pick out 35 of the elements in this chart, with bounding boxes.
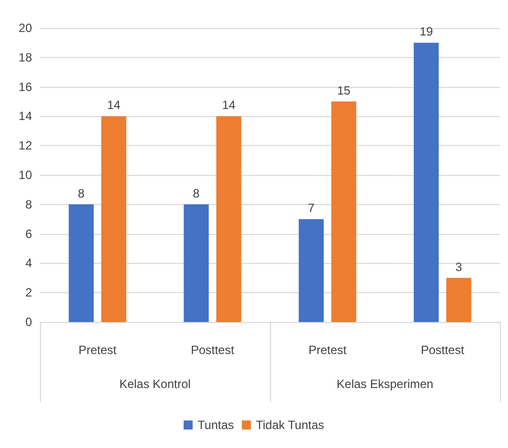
y-tick-label: 16 bbox=[18, 80, 32, 94]
bar bbox=[414, 42, 439, 322]
bar bbox=[101, 116, 126, 322]
data-label: 14 bbox=[222, 98, 236, 112]
bar bbox=[68, 204, 94, 322]
bar bbox=[331, 102, 356, 322]
y-tick-label: 8 bbox=[25, 197, 32, 212]
y-tick-label: 18 bbox=[18, 50, 32, 64]
y-tick-label: 10 bbox=[18, 168, 32, 182]
y-tick-label: 6 bbox=[25, 226, 32, 241]
x-tick-label: Posttest bbox=[190, 343, 235, 357]
data-label: 8 bbox=[192, 186, 200, 200]
text: Kelas Eksperimen bbox=[336, 377, 434, 391]
y-tick-label: 14 bbox=[18, 109, 32, 124]
y-tick-label: 12 bbox=[18, 138, 32, 153]
y-tick-label: 2 bbox=[25, 286, 32, 300]
legend-label: Tidak Tuntas bbox=[256, 418, 324, 432]
data-label: 14 bbox=[107, 98, 121, 112]
bar bbox=[216, 116, 242, 322]
data-label: 19 bbox=[420, 24, 434, 39]
y-tick-label: 0 bbox=[25, 315, 32, 329]
x-tick-label: Pretest bbox=[78, 343, 118, 357]
legend-label: Tuntas bbox=[198, 418, 234, 432]
x-tick-label: Pretest bbox=[308, 343, 348, 357]
y-tick-label: 20 bbox=[18, 21, 32, 35]
x-tick-label: Posttest bbox=[420, 343, 465, 357]
data-label: 7 bbox=[308, 201, 315, 216]
bar bbox=[446, 278, 472, 322]
bar bbox=[184, 204, 209, 322]
y-tick-label: 4 bbox=[25, 256, 32, 270]
text: Kelas Kontrol bbox=[119, 377, 191, 391]
bar bbox=[298, 219, 324, 322]
data-label: 3 bbox=[455, 260, 462, 274]
data-label: 8 bbox=[78, 186, 85, 200]
data-label: 15 bbox=[337, 84, 351, 98]
